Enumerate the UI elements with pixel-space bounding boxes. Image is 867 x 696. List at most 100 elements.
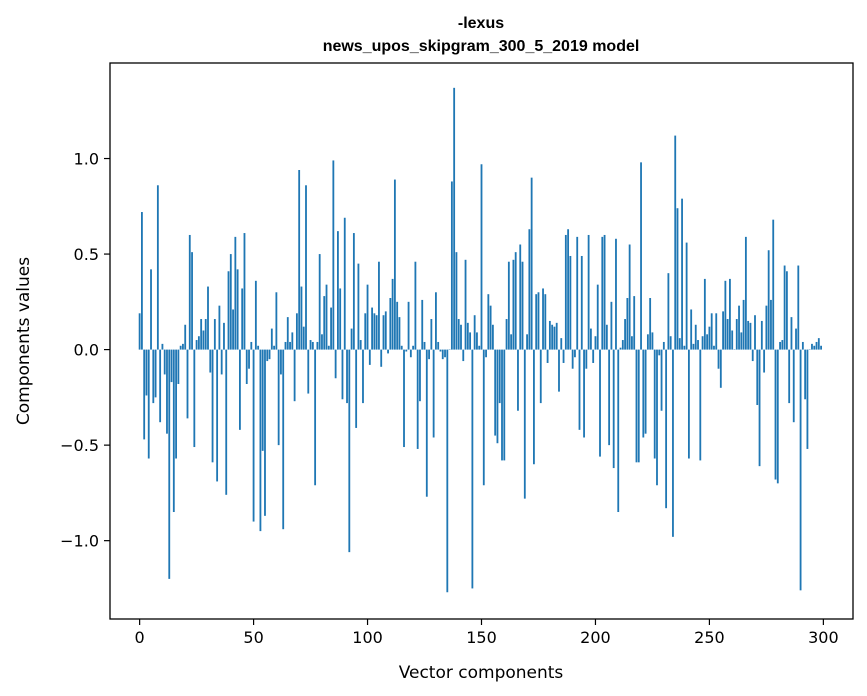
y-tick-label: −0.5 bbox=[60, 436, 99, 455]
bar-component-82 bbox=[325, 284, 328, 350]
bar-component-31 bbox=[209, 349, 212, 373]
bar-component-104 bbox=[375, 315, 378, 350]
bar-component-245 bbox=[697, 340, 699, 350]
bar-component-43 bbox=[236, 269, 239, 350]
bar-component-113 bbox=[396, 301, 399, 350]
bar-component-134 bbox=[444, 349, 446, 358]
bar-component-141 bbox=[460, 324, 462, 350]
bar-component-145 bbox=[469, 332, 472, 350]
bar-component-72 bbox=[302, 326, 305, 350]
bar-component-207 bbox=[610, 301, 613, 350]
bar-component-199 bbox=[592, 349, 595, 363]
bar-component-147 bbox=[473, 315, 476, 350]
bar-component-144 bbox=[466, 322, 469, 350]
bar-component-61 bbox=[277, 349, 280, 446]
bar-component-271 bbox=[756, 349, 759, 406]
bar-component-270 bbox=[754, 315, 756, 350]
bar-component-2 bbox=[143, 349, 146, 440]
bar-component-284 bbox=[785, 271, 788, 350]
bar-component-49 bbox=[250, 341, 253, 350]
bar-component-176 bbox=[539, 349, 542, 404]
bar-component-280 bbox=[776, 349, 779, 484]
bar-component-209 bbox=[615, 238, 617, 350]
bar-component-153 bbox=[487, 294, 490, 350]
bar-component-132 bbox=[439, 349, 442, 352]
bar-component-19 bbox=[182, 343, 184, 350]
bar-component-69 bbox=[295, 313, 298, 350]
bar-component-164 bbox=[512, 259, 515, 350]
bar-component-78 bbox=[316, 341, 319, 350]
bar-component-206 bbox=[608, 349, 611, 446]
bar-component-118 bbox=[407, 301, 410, 350]
bar-component-149 bbox=[478, 345, 481, 350]
bar-component-254 bbox=[717, 349, 720, 369]
bar-component-186 bbox=[562, 349, 565, 363]
bar-component-251 bbox=[710, 313, 713, 350]
bar-component-124 bbox=[421, 299, 424, 350]
x-tick-label: 0 bbox=[135, 628, 145, 647]
bar-component-188 bbox=[567, 229, 570, 350]
x-tick-label: 250 bbox=[694, 628, 725, 647]
bar-component-60 bbox=[275, 292, 278, 350]
bar-component-248 bbox=[703, 278, 706, 350]
x-tick-label: 100 bbox=[352, 628, 383, 647]
bar-component-68 bbox=[293, 349, 296, 402]
x-tick-label: 300 bbox=[808, 628, 839, 647]
bar-component-10 bbox=[161, 343, 164, 350]
bar-component-281 bbox=[779, 341, 781, 350]
bar-component-219 bbox=[637, 349, 640, 463]
bar-component-53 bbox=[259, 349, 262, 532]
bar-component-119 bbox=[409, 349, 412, 358]
y-tick-label: 0.0 bbox=[74, 341, 99, 360]
bar-component-285 bbox=[788, 349, 791, 404]
bar-component-110 bbox=[389, 298, 392, 350]
bar-component-178 bbox=[544, 294, 547, 350]
bar-component-175 bbox=[537, 292, 540, 350]
bar-component-59 bbox=[273, 345, 276, 350]
bar-component-89 bbox=[341, 349, 344, 400]
bar-component-22 bbox=[188, 234, 191, 350]
bar-component-201 bbox=[596, 284, 599, 350]
bar-component-17 bbox=[177, 349, 180, 384]
bar-component-0 bbox=[138, 313, 141, 350]
bar-component-3 bbox=[145, 349, 148, 396]
bar-component-183 bbox=[555, 322, 558, 350]
bar-component-182 bbox=[553, 326, 556, 350]
bar-component-123 bbox=[419, 349, 421, 402]
bar-component-264 bbox=[740, 332, 743, 350]
bar-component-39 bbox=[227, 271, 230, 350]
bar-component-215 bbox=[628, 244, 631, 350]
bar-component-160 bbox=[503, 349, 506, 461]
bar-component-236 bbox=[676, 208, 679, 350]
bar-component-76 bbox=[311, 341, 314, 350]
bar-component-265 bbox=[742, 299, 745, 350]
bar-component-38 bbox=[225, 349, 228, 495]
bar-component-92 bbox=[348, 349, 351, 553]
bar-component-86 bbox=[334, 349, 337, 379]
bar-component-35 bbox=[218, 305, 221, 350]
bar-component-9 bbox=[159, 349, 162, 423]
bar-component-112 bbox=[393, 179, 396, 350]
bar-component-263 bbox=[738, 305, 740, 350]
bar-component-5 bbox=[150, 269, 152, 350]
bar-component-95 bbox=[355, 349, 358, 428]
bar-component-288 bbox=[795, 328, 797, 350]
bar-component-193 bbox=[578, 349, 581, 430]
bar-component-216 bbox=[631, 336, 633, 350]
y-tick-label: 1.0 bbox=[74, 150, 99, 169]
bar-component-21 bbox=[186, 349, 189, 419]
bar-component-25 bbox=[195, 340, 198, 350]
bar-component-220 bbox=[640, 162, 642, 350]
bar-component-181 bbox=[551, 324, 554, 350]
bar-component-203 bbox=[601, 236, 604, 350]
bar-component-33 bbox=[213, 319, 216, 350]
bar-component-231 bbox=[665, 349, 668, 509]
bar-component-67 bbox=[291, 332, 294, 350]
bar-component-121 bbox=[414, 261, 417, 350]
bar-component-105 bbox=[378, 261, 380, 350]
bar-component-267 bbox=[747, 320, 750, 350]
bar-component-146 bbox=[471, 349, 474, 589]
y-tick-label: 0.5 bbox=[74, 245, 99, 264]
bar-component-161 bbox=[505, 319, 508, 350]
bar-component-90 bbox=[343, 217, 346, 350]
